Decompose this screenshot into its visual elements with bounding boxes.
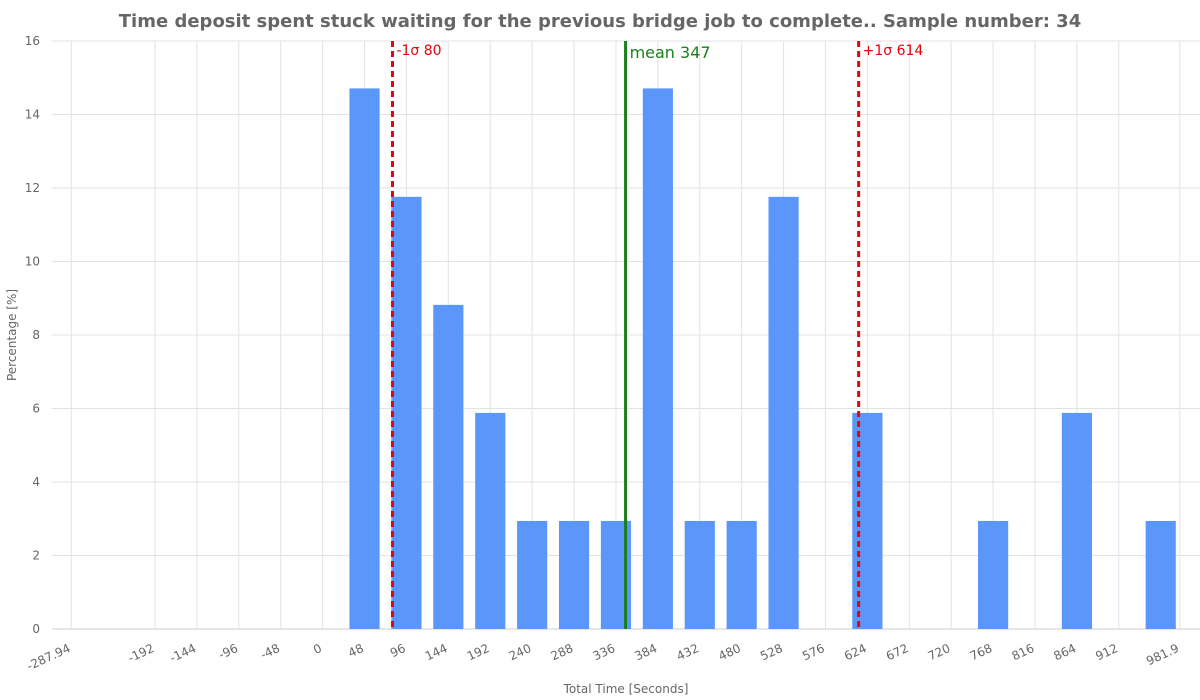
x-tick-label: -144 — [168, 641, 199, 665]
x-tick-label: 0 — [311, 641, 324, 657]
x-tick-label: 981.9 — [1144, 641, 1181, 668]
x-tick-label: 912 — [1093, 641, 1120, 663]
bar — [558, 520, 590, 629]
x-tick-label: 48 — [346, 641, 366, 660]
x-tick-label: 240 — [507, 641, 534, 663]
bar — [475, 412, 506, 629]
bar — [517, 520, 548, 629]
x-tick-label: 384 — [632, 641, 659, 663]
x-tick-label: 96 — [388, 641, 408, 660]
reference-label: +1σ 614 — [863, 43, 924, 59]
x-tick-label: -192 — [126, 641, 157, 665]
y-tick-label: 8 — [32, 328, 40, 342]
bar — [391, 196, 422, 629]
y-tick-label: 14 — [25, 108, 40, 122]
y-tick-label: 16 — [25, 34, 40, 48]
x-tick-label: 816 — [1010, 641, 1037, 663]
y-tick-label: 12 — [25, 181, 40, 195]
y-tick-label: 0 — [32, 622, 40, 636]
x-tick-label: 624 — [842, 641, 869, 663]
bar — [349, 88, 380, 630]
bar — [852, 412, 883, 629]
bar — [433, 304, 464, 629]
x-tick-label: 288 — [549, 641, 576, 663]
x-tick-label: -96 — [216, 641, 240, 662]
x-tick-label: 576 — [800, 641, 827, 663]
bar — [726, 520, 757, 629]
x-tick-label: 480 — [716, 641, 743, 663]
bar — [768, 196, 799, 629]
x-tick-label: -48 — [258, 641, 282, 662]
reference-label: -1σ 80 — [396, 43, 441, 59]
x-tick-label: 768 — [968, 641, 995, 663]
bar — [1061, 412, 1092, 629]
x-axis-label: Total Time [Seconds] — [563, 682, 689, 696]
y-tick-label: 6 — [32, 402, 40, 416]
bar — [978, 520, 1009, 629]
y-tick-label: 10 — [25, 255, 40, 269]
x-tick-label: 144 — [423, 641, 450, 663]
x-tick-label: 192 — [465, 641, 492, 663]
bar — [642, 88, 673, 630]
x-tick-label: -287.94 — [25, 641, 73, 673]
bar — [1145, 520, 1176, 629]
x-tick-label: 336 — [591, 641, 618, 663]
x-tick-label: 528 — [758, 641, 785, 663]
y-tick-label: 2 — [32, 549, 40, 563]
bar — [684, 520, 715, 629]
x-tick-label: 720 — [926, 641, 953, 663]
x-tick-label: 432 — [674, 641, 701, 663]
y-tick-label: 4 — [32, 475, 40, 489]
x-tick-label: 672 — [884, 641, 911, 663]
chart-title: Time deposit spent stuck waiting for the… — [119, 11, 1081, 32]
y-axis-label: Percentage [%] — [5, 289, 19, 381]
reference-label: mean 347 — [630, 43, 711, 62]
x-tick-label: 864 — [1051, 641, 1078, 663]
